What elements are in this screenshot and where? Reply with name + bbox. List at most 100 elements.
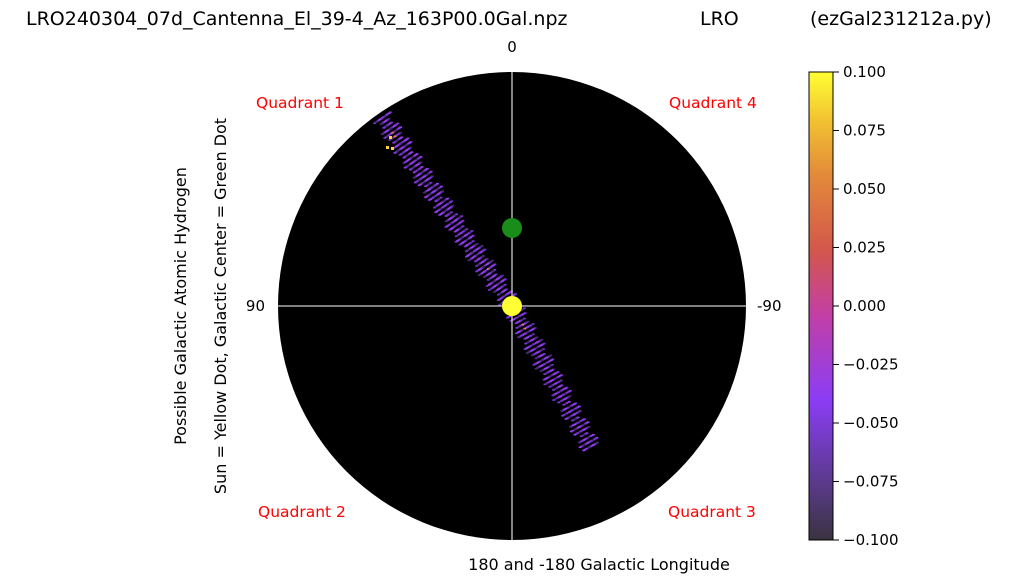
streak-cell [465,250,468,252]
streak-cell [465,228,469,230]
streak-cell [458,243,462,246]
streak-cell [497,293,500,296]
streak-cell [382,116,386,118]
streak-cell [487,268,490,270]
streak-cell [420,171,424,174]
streak-cell [584,443,588,445]
streak-cell [458,238,462,240]
streak-cell [419,161,423,164]
streak-cell [425,184,429,187]
streak-cell [493,285,496,288]
streak-cell [427,178,430,180]
streak-cell [476,253,480,255]
streak-cell [514,293,517,295]
streak-cell [469,236,472,239]
streak-cell [490,265,494,267]
colorbar-tick-label: −0.100 [843,531,899,549]
streak-cell [552,389,555,391]
streak-cell [408,147,411,150]
streak-hot-cell [386,146,389,149]
streak-cell [429,192,433,195]
colorbar [808,71,834,541]
colorbar-tick-label: 0.000 [843,297,886,315]
colorbar-tick-label: 0.025 [843,239,886,257]
streak-cell [506,293,509,295]
streak-cell [520,313,524,316]
streak-cell [443,210,447,213]
streak-cell [438,203,442,205]
streak-cell [393,146,397,149]
streak-cell [482,255,485,257]
streak-cell [384,130,388,133]
streak-cell [588,440,592,443]
streak-cell [564,408,568,410]
streak-cell [499,292,503,294]
streak-cell [439,191,443,193]
streak-cell [578,446,582,448]
streak-cell [423,175,426,177]
streak-cell [517,320,521,323]
streak-cell [530,354,534,357]
streak-cell [403,161,407,163]
streak-cell [546,356,550,358]
streak-cell [442,200,446,202]
streak-cell [441,190,444,192]
colorbar-tick-label: −0.050 [843,414,899,432]
streak-cell [444,220,448,223]
streak-cell [415,153,419,155]
streak-cell [415,164,419,166]
streak-cell [416,163,420,165]
streak-cell [552,399,556,401]
streak-cell [446,219,449,222]
streak-cell [389,111,392,114]
streak-cell [438,186,442,189]
streak-cell [422,170,425,173]
streak-cell [466,238,470,240]
streak-cell [432,185,435,188]
streak-cell [474,249,477,252]
streak-cell [428,182,432,185]
streak-cell [502,284,506,287]
streak-cell [537,366,541,368]
streak-cell [394,151,398,153]
streak-cell [538,345,542,347]
streak-cell [529,339,533,342]
chart-site-label: LRO [700,8,739,30]
streak-cell [441,206,444,209]
streak-cell [419,156,423,158]
streak-cell [589,440,593,442]
streak-cell [480,272,484,275]
streak-cell [480,256,484,258]
streak-cell [383,126,387,128]
streak-cell [566,401,570,404]
streak-cell [468,258,472,261]
streak-cell [519,314,523,317]
streak-cell [518,315,521,317]
streak-cell [561,415,564,417]
streak-cell [452,226,456,228]
streak-cell [381,117,384,119]
streak-cell [475,259,479,262]
streak-cell [411,161,415,163]
streak-cell [387,129,391,131]
streak-cell [485,263,489,265]
streak-cell [450,206,453,208]
streak-cell [573,418,577,420]
streak-cell [412,166,416,168]
streak-cell [482,276,486,278]
streak-cell [415,169,419,172]
streak-cell [525,352,529,354]
streak-cell [386,129,389,132]
streak-cell [388,133,392,136]
streak-cell [429,170,433,173]
streak-cell [516,331,520,334]
streak-cell [428,177,432,179]
streak-cell [574,433,578,435]
streak-cell [570,409,574,412]
streak-cell [582,449,586,452]
streak-cell [569,426,572,428]
streak-cell [458,227,462,229]
streak-cell [495,278,499,280]
streak-cell [429,181,433,184]
streak-cell [374,121,378,124]
